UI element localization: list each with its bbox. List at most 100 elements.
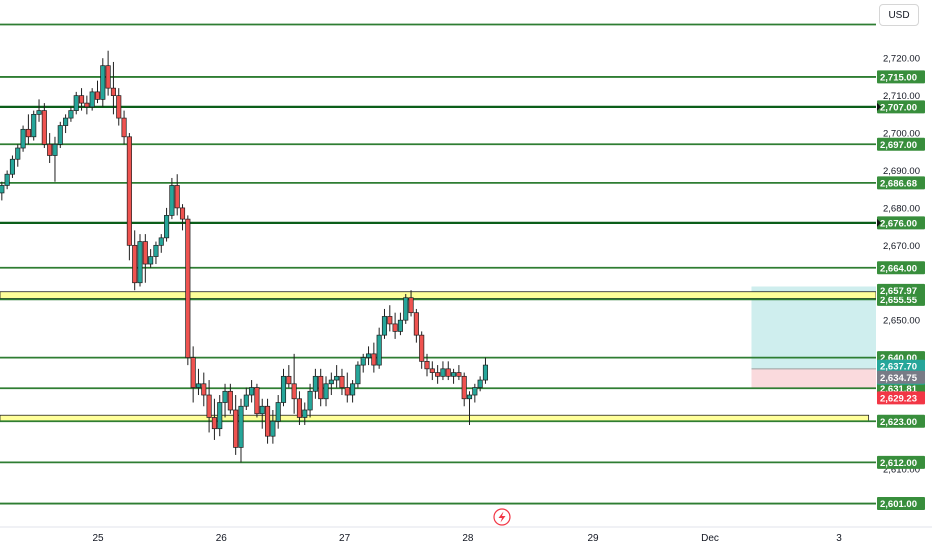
candle-body: [185, 218, 191, 358]
candle-body: [78, 95, 85, 104]
candle: [89, 88, 95, 111]
candle: [243, 387, 249, 410]
zone-0[interactable]: [0, 291, 877, 299]
candle: [286, 365, 292, 388]
candle: [63, 114, 69, 134]
candle: [9, 155, 16, 178]
candle: [137, 234, 143, 287]
level-label-6[interactable]: 2,664.00: [877, 261, 925, 274]
candle: [201, 372, 207, 407]
candle: [233, 395, 239, 455]
candle: [408, 290, 414, 317]
level-label-3-bg: [877, 137, 925, 151]
candle-body: [365, 353, 372, 358]
bid-price-label-bg: [877, 370, 925, 384]
level-label-2-bg: [877, 100, 925, 114]
level-label-4-text: 2,686.68: [880, 179, 917, 190]
candle-body: [339, 375, 345, 388]
x-tick-label: 28: [462, 533, 474, 544]
level-label-11-bg: [877, 455, 925, 469]
candle: [142, 234, 148, 283]
level-label-12-text: 2,601.00: [880, 499, 917, 510]
target-price-label-text: 2,657.97: [880, 286, 917, 297]
price-axis[interactable]: 2,720.00 2,710.00 2,700.00 2,690.00 2,680.00…: [876, 0, 932, 550]
candle-body: [387, 316, 393, 325]
candle-body: [296, 398, 302, 418]
level-label-11[interactable]: 2,612.00: [877, 455, 925, 469]
candle: [350, 380, 356, 403]
candle-body: [419, 334, 425, 362]
lightning-icon[interactable]: [493, 508, 511, 526]
candle: [25, 114, 31, 145]
bid-price-label[interactable]: 2,634.75: [877, 370, 925, 384]
candle-body: [233, 409, 239, 448]
level-label-5-text: 2,676.00: [880, 218, 917, 229]
level-label-9-text: 2,631.81: [880, 384, 918, 395]
candle: [110, 61, 116, 115]
level-label-10[interactable]: 2,623.00: [877, 414, 925, 428]
candle: [413, 308, 419, 343]
candle-body: [270, 420, 276, 437]
long-position-tool[interactable]: [751, 286, 881, 388]
candle: [451, 368, 457, 384]
level-label-4[interactable]: 2,686.68: [877, 176, 925, 190]
candle: [387, 305, 393, 332]
level-marker-icon: [877, 102, 881, 111]
candle-body: [466, 394, 473, 400]
level-label-12[interactable]: 2,601.00: [877, 497, 925, 510]
candle-body: [31, 113, 37, 138]
candle-body: [413, 312, 419, 336]
candle-body: [25, 128, 31, 138]
candle: [360, 353, 366, 373]
candle: [169, 177, 175, 220]
candle: [392, 312, 398, 339]
candle-body: [190, 357, 196, 388]
candle: [456, 365, 462, 381]
level-marker-icon: [877, 218, 881, 227]
level-label-12-bg: [877, 497, 925, 511]
candle-body: [121, 117, 127, 138]
level-label-5-bg: [877, 216, 925, 230]
candle-body: [73, 95, 79, 111]
candle-body: [36, 110, 42, 115]
position-stop-zone[interactable]: [751, 368, 881, 388]
candle-body: [94, 91, 101, 100]
time-axis[interactable]: 25 26 27 28 29 Dec 3: [0, 526, 932, 544]
candle-body: [254, 387, 260, 415]
candle-body: [344, 387, 350, 396]
candle: [270, 409, 276, 444]
candle: [94, 80, 101, 104]
candle: [424, 353, 430, 377]
x-tick-label: 27: [339, 533, 351, 544]
level-label-2[interactable]: 2,707.00: [877, 100, 925, 113]
candle-body: [126, 136, 132, 246]
candle: [440, 361, 446, 381]
candle: [323, 376, 329, 407]
candle-body: [397, 319, 403, 332]
target-price-label[interactable]: 2,657.97: [877, 283, 925, 297]
level-label-8-text: 2,640.00: [880, 353, 917, 364]
candle-body: [259, 405, 265, 415]
horizontal-levels[interactable]: [0, 23, 876, 505]
candle-body: [461, 375, 467, 400]
level-label-1[interactable]: 2,715.00: [877, 70, 925, 84]
candle: [238, 398, 244, 463]
level-label-5[interactable]: 2,676.00: [877, 216, 925, 229]
candle-body: [350, 383, 356, 396]
candle: [0, 181, 5, 201]
support-resistance-zones[interactable]: [0, 291, 877, 422]
candle-body: [403, 297, 409, 321]
level-label-3[interactable]: 2,697.00: [877, 137, 925, 151]
candle-body: [158, 237, 164, 246]
candle: [344, 372, 350, 403]
candle-body: [227, 390, 233, 411]
candle: [376, 327, 382, 369]
candle: [179, 204, 186, 231]
currency-button[interactable]: USD: [879, 4, 919, 26]
candle-body: [116, 95, 122, 119]
candle-body: [355, 364, 361, 385]
y-tick-label: 2,670.00: [883, 241, 920, 252]
candle-body: [302, 409, 308, 418]
ask-price-label[interactable]: 2,629.23: [877, 391, 925, 405]
